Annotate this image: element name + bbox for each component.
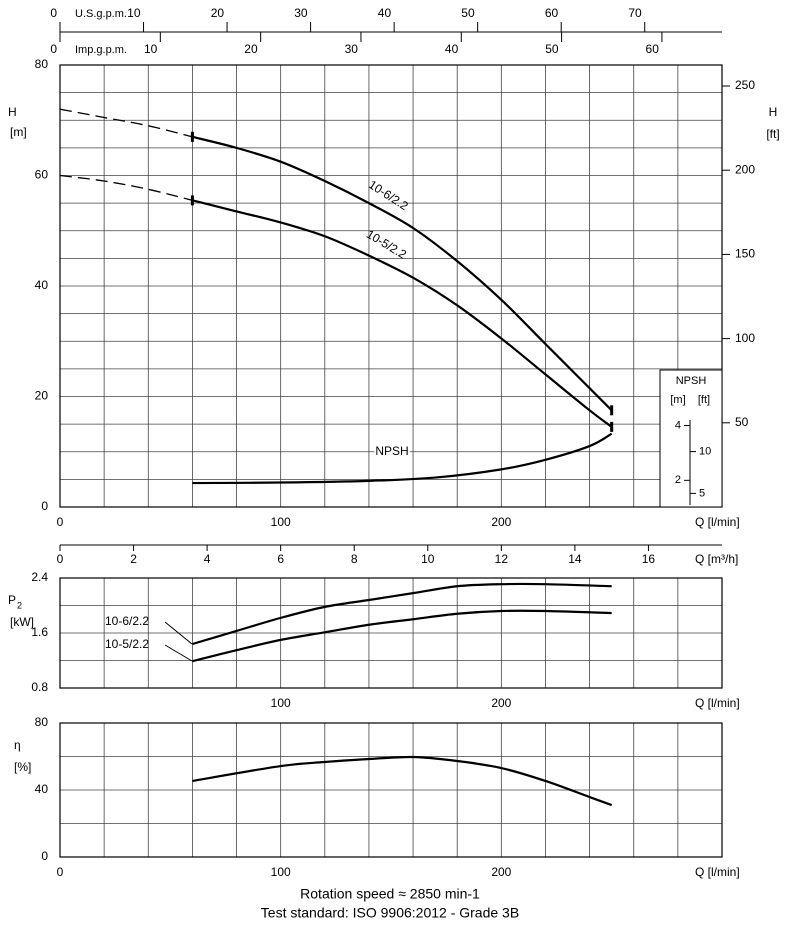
footer-line: Test standard: ISO 9906:2012 - Grade 3B: [261, 905, 519, 921]
y-axis-unit: [m]: [10, 125, 27, 139]
top-axis-tick-label: 12: [495, 552, 509, 566]
footer-line: Rotation speed ≈ 2850 min-1: [300, 886, 480, 902]
x-tick-label: 200: [491, 696, 511, 710]
label-leader: [164, 644, 193, 662]
y-tick-label: 80: [35, 57, 49, 71]
curve-label: NPSH: [375, 444, 408, 458]
y-tick-label: 1.6: [31, 625, 48, 639]
y2-tick-label: 250: [735, 78, 755, 92]
x-tick-label: 200: [491, 515, 511, 529]
y2-axis-unit: [ft]: [766, 127, 779, 141]
curve-label: 10-6/2.2: [105, 614, 149, 628]
top-axis-tick-label: 30: [294, 6, 308, 20]
top-axis-tick-label: 16: [642, 552, 656, 566]
x-tick-label: 100: [271, 696, 291, 710]
npsh-unit: [m]: [670, 394, 685, 406]
x-tick-label: 0: [57, 515, 64, 529]
curve: [59, 174, 193, 201]
top-axis-tick-label: 4: [204, 552, 211, 566]
npsh-tick-label: 10: [699, 445, 711, 457]
npsh-title: NPSH: [676, 375, 707, 387]
curve: [192, 432, 613, 485]
curve: [192, 582, 612, 646]
x-tick-label: 0: [57, 865, 64, 879]
y2-tick-label: 50: [735, 415, 749, 429]
curve: [59, 108, 193, 138]
top-axis-tick-label: 70: [628, 6, 642, 20]
y-axis-label: η: [14, 738, 21, 752]
y-axis-label: P: [8, 593, 16, 607]
curve-label: 10-6/2.2: [366, 177, 411, 213]
y-tick-label: 0.8: [31, 680, 48, 694]
npsh-unit2: [ft]: [698, 394, 710, 406]
y2-axis-label: H: [769, 105, 778, 119]
curve: [192, 609, 612, 663]
top-axis-tick-label: 30: [345, 42, 359, 56]
y-axis-unit: [%]: [14, 760, 31, 774]
curve: [192, 199, 613, 428]
x-axis-label: Q [l/min]: [695, 515, 740, 529]
top-axis-tick-label: 14: [568, 552, 582, 566]
y-tick-label: 2.4: [31, 570, 48, 584]
y2-tick-label: 150: [735, 247, 755, 261]
x-tick-label: 100: [271, 515, 291, 529]
top-axis-tick-label: 6: [277, 552, 284, 566]
npsh-inset: [659, 369, 723, 508]
x-tick-label: 200: [491, 865, 511, 879]
x-tick-label: 100: [271, 865, 291, 879]
top-axis-tick-label: 10: [421, 552, 435, 566]
y2-tick-label: 200: [735, 162, 755, 176]
top-axis-tick-label: 10: [144, 42, 158, 56]
top-axis-label: Q [m³/h]: [695, 552, 738, 566]
label-leader: [164, 621, 193, 645]
y-tick-label: 80: [35, 715, 49, 729]
x-axis-label: Q [l/min]: [695, 865, 740, 879]
y-tick-label: 20: [35, 389, 49, 403]
plot-frame: [59, 577, 723, 689]
y-tick-label: 40: [35, 782, 49, 796]
top-axis-tick-label: 0: [57, 552, 64, 566]
y-tick-label: 40: [35, 278, 49, 292]
top-axis-tick-label: 40: [378, 6, 392, 20]
top-axis-tick-label: 20: [244, 42, 258, 56]
y2-tick-label: 100: [735, 331, 755, 345]
plot-frame: [59, 64, 723, 508]
npsh-tick-label: 4: [675, 419, 681, 431]
top-axis-label: U.S.g.p.m.: [75, 8, 127, 20]
top-axis-tick-label: 20: [211, 6, 225, 20]
plot-frame: [59, 722, 723, 858]
y-axis-label-sub: 2: [17, 600, 22, 610]
y-tick-label: 0: [41, 849, 48, 863]
curve-label: 10-5/2.2: [105, 637, 149, 651]
y-tick-label: 0: [41, 499, 48, 513]
top-axis-tick-label: 50: [461, 6, 475, 20]
npsh-tick-label: 2: [675, 474, 681, 486]
top-axis-tick-label: 50: [545, 42, 559, 56]
curve: [192, 135, 613, 412]
npsh-tick-label: 5: [699, 487, 705, 499]
y-axis-label: H: [8, 105, 17, 119]
top-axis-tick-label: 2: [130, 552, 137, 566]
top-axis-tick-label: 40: [445, 42, 459, 56]
top-axis-tick-label: 60: [646, 42, 660, 56]
y-axis-unit: [kW]: [10, 615, 34, 629]
curve: [192, 755, 613, 807]
top-axis-label: Imp.g.p.m.: [75, 44, 127, 56]
top-axis-tick-label: 0: [50, 42, 57, 56]
x-axis-label: Q [l/min]: [695, 696, 740, 710]
top-axis-tick-label: 10: [127, 6, 141, 20]
y-tick-label: 60: [35, 168, 49, 182]
top-axis-tick-label: 0: [50, 6, 57, 20]
top-axis-tick-label: 8: [351, 552, 358, 566]
top-axis-tick-label: 60: [545, 6, 559, 20]
